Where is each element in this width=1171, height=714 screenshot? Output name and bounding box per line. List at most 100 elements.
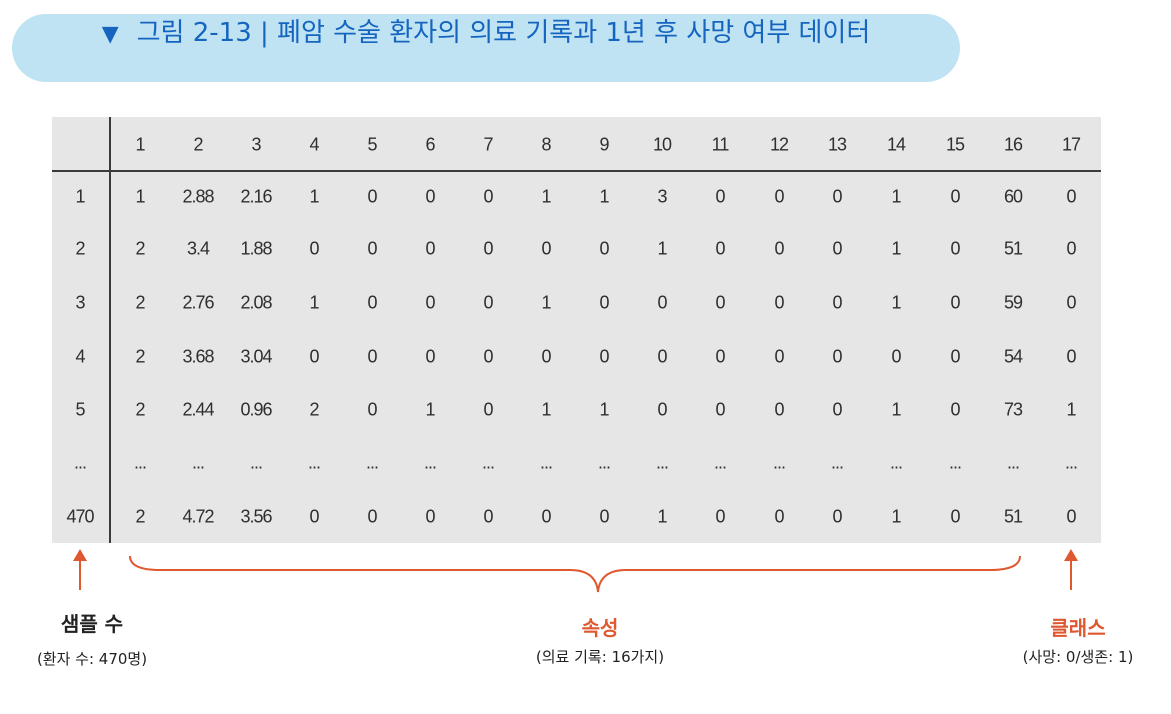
table-cell: 0 <box>599 506 609 527</box>
table-cell: 0 <box>309 506 319 527</box>
table-cell: 1 <box>891 292 901 313</box>
table-cell: 0 <box>950 238 960 259</box>
table-cell: 0 <box>715 238 725 259</box>
table-cell: 0 <box>832 399 842 420</box>
table-cell: 0 <box>367 292 377 313</box>
table-cell: 60 <box>1003 186 1023 207</box>
table-cell: 1 <box>135 186 145 207</box>
class-arrow-head <box>1064 549 1078 561</box>
column-header: 7 <box>483 134 493 155</box>
class-label: 클래스 <box>1050 616 1106 640</box>
table-cell: 0 <box>425 186 435 207</box>
table-cell: 3.04 <box>240 346 272 367</box>
samples-sublabel: (환자 수: 470명) <box>36 650 148 668</box>
table-cell: 0 <box>950 506 960 527</box>
attributes-brace <box>129 555 1021 593</box>
table-cell: ... <box>365 452 379 473</box>
table-cell: 0 <box>657 346 667 367</box>
column-header: 10 <box>652 134 672 155</box>
table-cell: ... <box>423 452 437 473</box>
column-header: 3 <box>251 134 261 155</box>
table-cell: 0 <box>483 346 493 367</box>
table-cell: 1 <box>425 399 435 420</box>
table-cell: 1 <box>891 506 901 527</box>
table-cell: 0 <box>891 346 901 367</box>
table-cell: ... <box>1064 452 1078 473</box>
table-cell: 0 <box>425 346 435 367</box>
table-cell: 0 <box>774 346 784 367</box>
table-cell: 1 <box>891 399 901 420</box>
table-cell: 51 <box>1003 506 1023 527</box>
table-cell: 0 <box>832 186 842 207</box>
table-cell: 0 <box>715 186 725 207</box>
samples-arrow-head <box>73 549 87 561</box>
table-cell: 1 <box>599 399 609 420</box>
table-cell: 2 <box>135 506 145 527</box>
table-cell: ... <box>772 452 786 473</box>
table-cell: 0 <box>599 292 609 313</box>
table-cell: 0 <box>1066 186 1076 207</box>
table-cell: 51 <box>1003 238 1023 259</box>
table-cell: 0 <box>367 399 377 420</box>
table-cell: 0 <box>367 346 377 367</box>
table-cell: 2 <box>135 346 145 367</box>
table-cell: 0 <box>1066 292 1076 313</box>
table-cell: 0 <box>774 186 784 207</box>
table-cell: 0 <box>367 238 377 259</box>
row-index: 5 <box>75 399 85 420</box>
table-cell: 2.16 <box>240 186 272 207</box>
table-cell: 0 <box>950 186 960 207</box>
table-cell: ... <box>597 452 611 473</box>
table-cell: 0 <box>541 238 551 259</box>
table-cell: 1 <box>541 186 551 207</box>
table-cell: 0 <box>425 292 435 313</box>
column-header: 1 <box>135 134 145 155</box>
triangle-down-icon: ▼ <box>101 22 119 47</box>
table-cell: 2.88 <box>182 186 214 207</box>
row-index: 470 <box>66 506 94 527</box>
table-cell: 0 <box>832 506 842 527</box>
table-cell: ... <box>191 452 205 473</box>
table-cell: 0 <box>483 238 493 259</box>
table-cell: 2 <box>309 399 319 420</box>
table-cell: 0.96 <box>240 399 272 420</box>
table-cell: 1 <box>1066 399 1076 420</box>
table-cell: 3.68 <box>182 346 214 367</box>
column-header: 13 <box>827 134 847 155</box>
table-cell: 0 <box>1066 506 1076 527</box>
table-cell: 0 <box>832 238 842 259</box>
table-cell: ... <box>889 452 903 473</box>
table-cell: 0 <box>832 292 842 313</box>
table-cell: ... <box>713 452 727 473</box>
table-cell: 1 <box>541 292 551 313</box>
table-cell: 0 <box>483 399 493 420</box>
table-cell: ... <box>481 452 495 473</box>
table-cell: 0 <box>950 399 960 420</box>
index-divider <box>109 117 111 543</box>
table-cell: 2 <box>135 399 145 420</box>
table-cell: 0 <box>774 506 784 527</box>
column-header: 2 <box>193 134 203 155</box>
table-cell: 1 <box>309 186 319 207</box>
table-cell: 54 <box>1003 346 1023 367</box>
table-cell: ... <box>948 452 962 473</box>
row-index: 1 <box>75 186 85 207</box>
column-header: 16 <box>1003 134 1023 155</box>
table-cell: 0 <box>483 506 493 527</box>
table-cell: 3.4 <box>186 238 210 259</box>
header-divider <box>52 170 1101 172</box>
table-cell: 73 <box>1003 399 1023 420</box>
table-cell: 1 <box>891 238 901 259</box>
row-index: 3 <box>75 292 85 313</box>
table-cell: 59 <box>1003 292 1023 313</box>
table-cell: ... <box>249 452 263 473</box>
figure-caption-banner: ▼ 그림 2-13 | 폐암 수술 환자의 의료 기록과 1년 후 사망 여부 데… <box>12 14 960 82</box>
table-cell: 0 <box>1066 346 1076 367</box>
table-cell: 1 <box>657 238 667 259</box>
class-sublabel: (사망: 0/생존: 1) <box>1022 648 1134 666</box>
table-cell: 2.76 <box>182 292 214 313</box>
column-header: 8 <box>541 134 551 155</box>
table-cell: 1.88 <box>240 238 272 259</box>
table-cell: 0 <box>657 399 667 420</box>
